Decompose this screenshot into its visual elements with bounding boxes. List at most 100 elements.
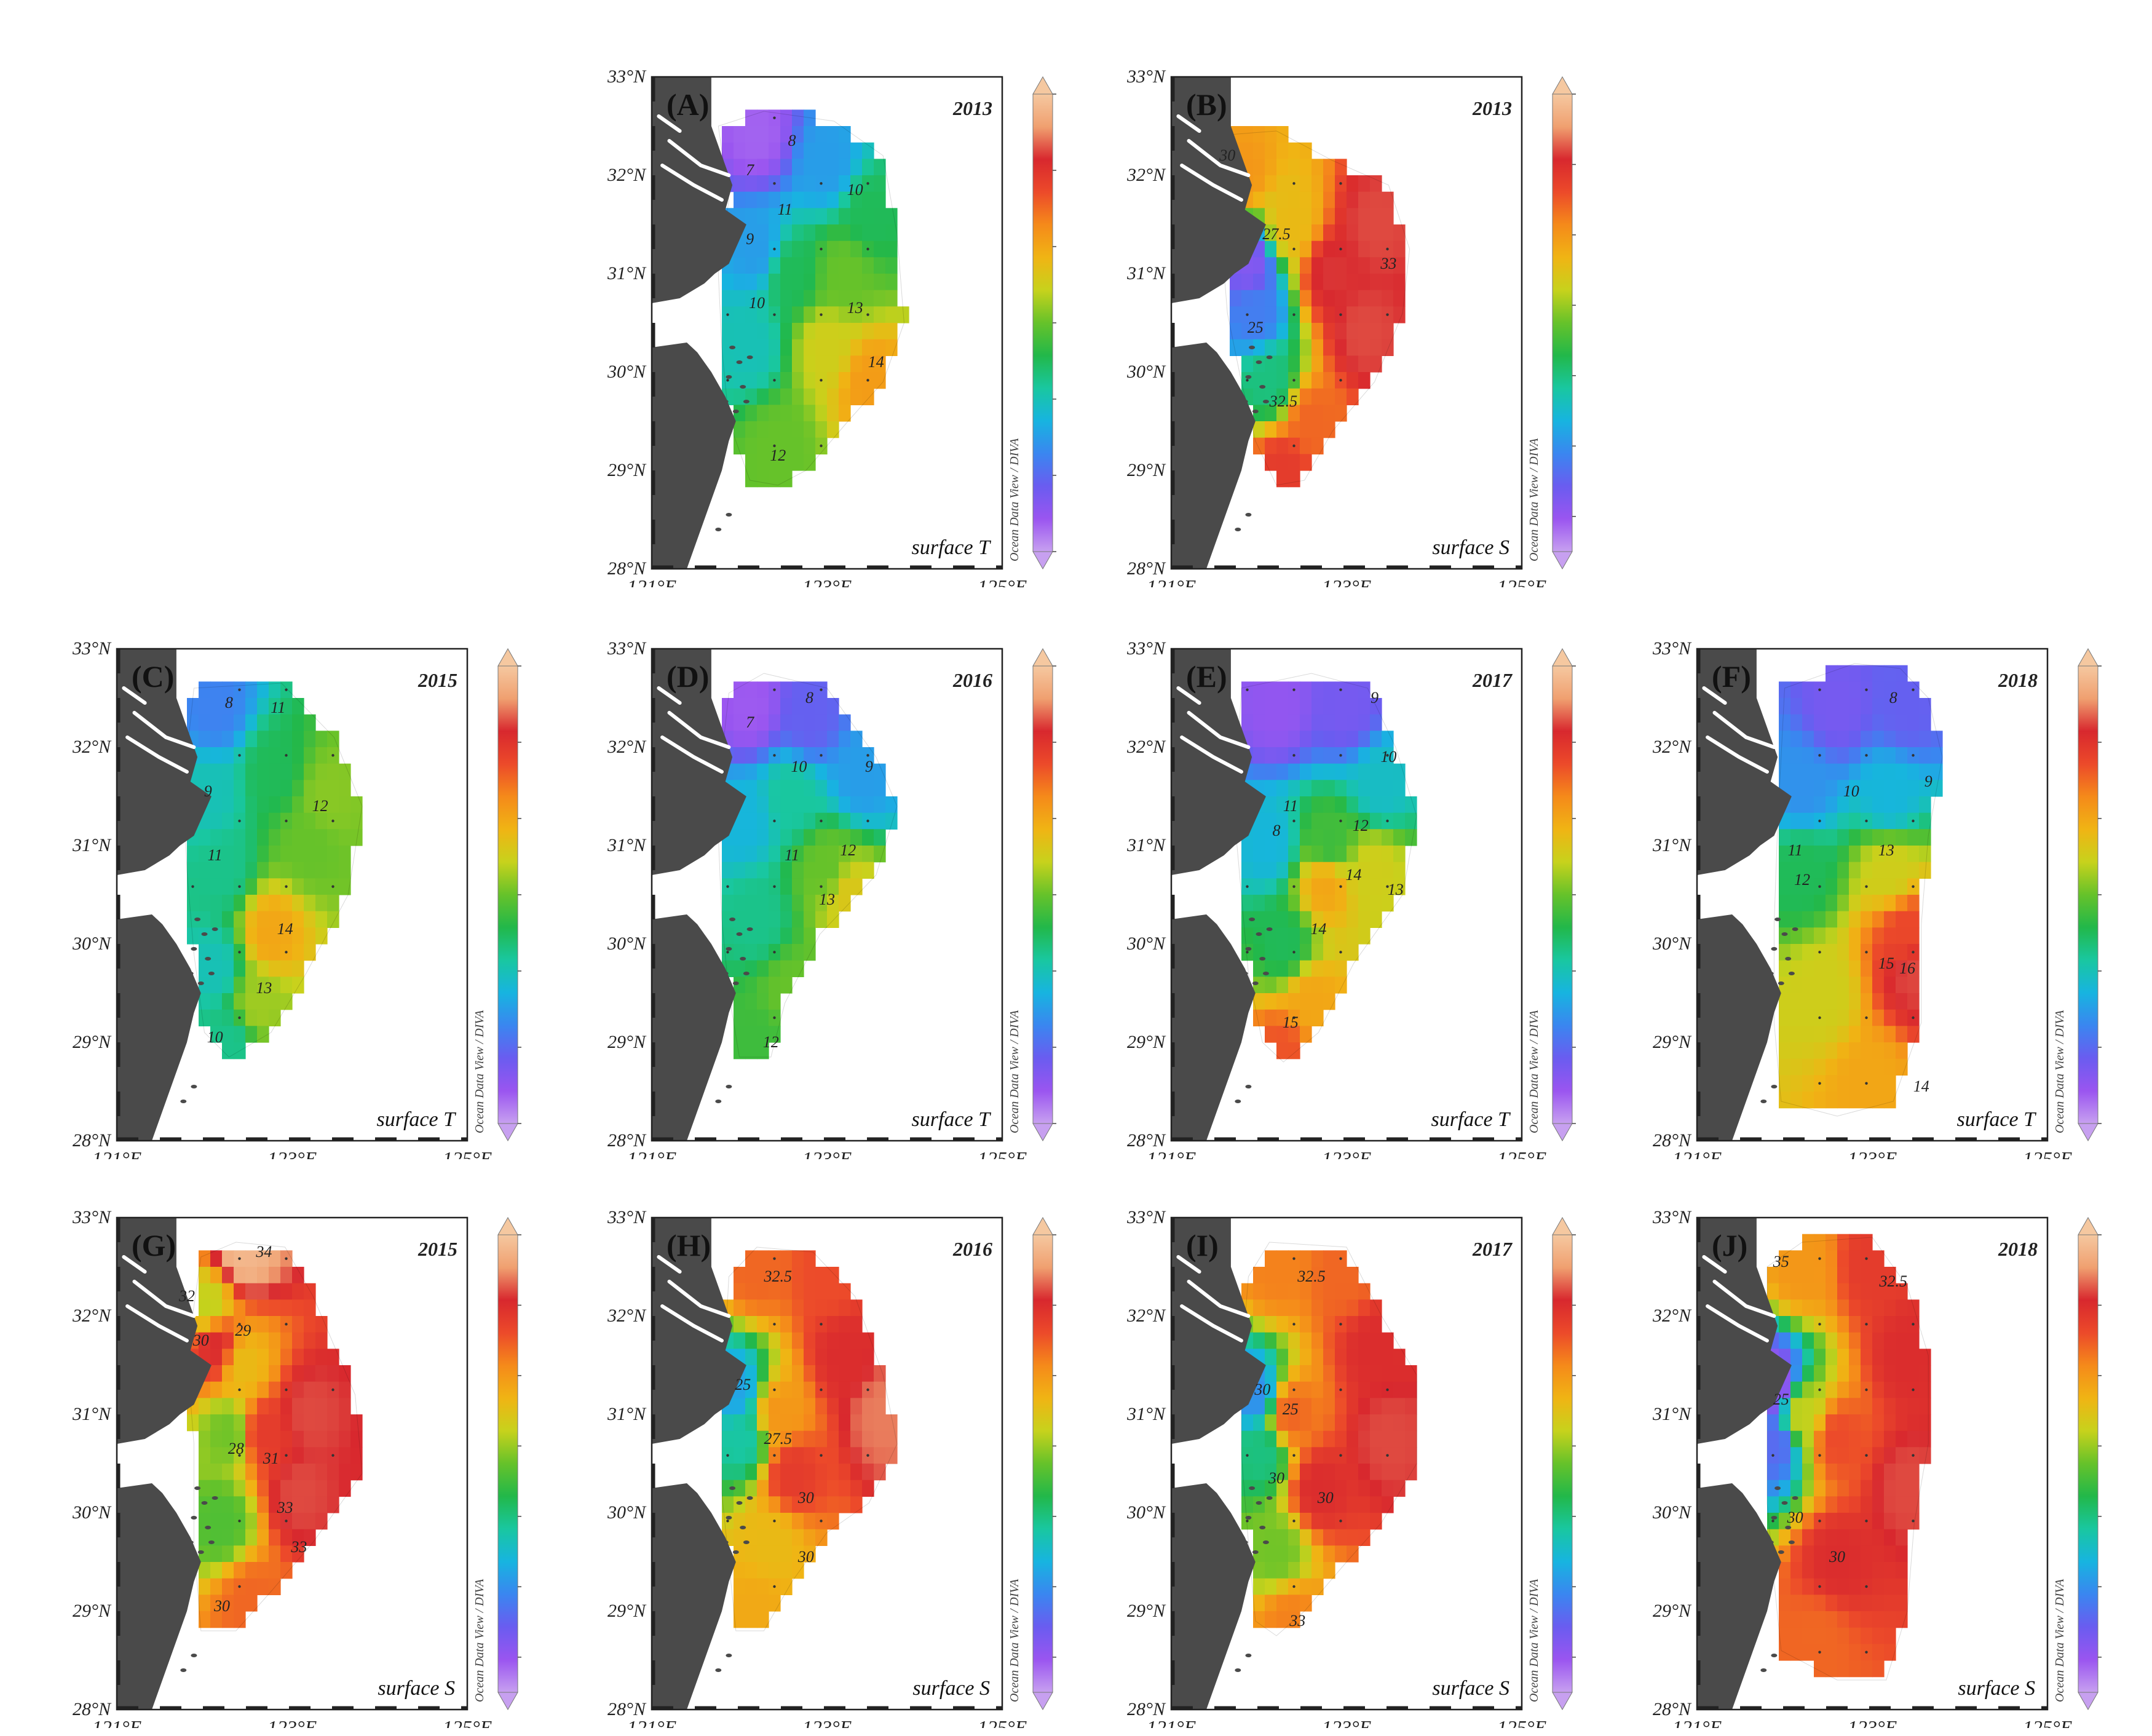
field-cell <box>1311 1578 1324 1595</box>
field-cell <box>1265 437 1277 454</box>
field-cell <box>1347 1480 1359 1497</box>
field-cell <box>1849 895 1861 912</box>
field-cell <box>862 274 874 291</box>
field-cell <box>850 796 863 814</box>
field-cell <box>1276 454 1289 471</box>
field-cell <box>1358 1332 1371 1349</box>
station-dot <box>1818 1082 1821 1085</box>
field-cell <box>1896 977 1908 994</box>
field-cell <box>245 698 258 715</box>
station-dot <box>1246 379 1249 382</box>
field-cell <box>1907 829 1920 846</box>
field-cell <box>804 159 816 176</box>
field-cell <box>1814 1660 1826 1678</box>
software-credit: Ocean Data View / DIVA <box>1527 1010 1541 1133</box>
field-cell <box>862 1430 874 1448</box>
field-cell <box>280 1464 293 1481</box>
field-cell <box>1837 1250 1849 1267</box>
field-cell <box>234 1480 246 1497</box>
field-cell <box>245 780 258 797</box>
field-cell <box>1837 846 1849 863</box>
field-cell <box>1265 796 1277 814</box>
field-cell <box>1779 1026 1791 1043</box>
island <box>187 972 194 975</box>
field-cell <box>292 1496 304 1513</box>
field-cell <box>1265 240 1277 258</box>
station-dot <box>285 1520 288 1523</box>
field-cell <box>780 681 793 699</box>
field-cell <box>1276 1332 1289 1349</box>
field-cell <box>804 1283 816 1300</box>
field-cell <box>1837 698 1849 715</box>
field-cell <box>1370 175 1382 192</box>
field-cell <box>350 1414 363 1432</box>
field-cell <box>222 1545 234 1563</box>
lat-tick-label: 31°N <box>607 835 647 855</box>
field-cell <box>1907 1365 1920 1382</box>
station-dot <box>1818 1257 1821 1260</box>
field-cell <box>1335 714 1347 731</box>
field-cell <box>210 1365 223 1382</box>
field-cell <box>1837 1496 1849 1513</box>
field-cell <box>780 240 793 258</box>
contour-label: 32.5 <box>1297 1267 1326 1285</box>
field-cell <box>757 698 769 715</box>
field-cell <box>269 862 281 879</box>
field-cell <box>862 339 874 356</box>
station-dot <box>285 1388 288 1392</box>
field-cell <box>315 763 328 780</box>
land-north <box>1171 649 1266 875</box>
field-cell <box>1767 1430 1779 1448</box>
field-cell <box>780 257 793 274</box>
field-cell <box>804 1447 816 1464</box>
field-cell <box>1241 274 1254 291</box>
field-cell <box>1861 846 1873 863</box>
field-cell <box>1802 993 1814 1010</box>
field-cell <box>1849 1250 1861 1267</box>
lon-tick-label: 121°E <box>1147 1716 1197 1728</box>
field-cell <box>315 1430 328 1448</box>
field-cell <box>850 812 863 830</box>
field-cell <box>769 126 781 143</box>
island <box>1778 1550 1784 1554</box>
field-cell <box>1802 796 1814 814</box>
island <box>1774 918 1781 921</box>
field-cell <box>1872 763 1885 780</box>
island <box>1235 528 1241 531</box>
field-cell <box>804 191 816 208</box>
field-cell <box>234 1611 246 1628</box>
field-cell <box>839 208 851 225</box>
field-cell <box>722 1414 734 1432</box>
station-dot <box>1339 819 1342 823</box>
field-cell <box>327 846 339 863</box>
field-cell <box>1919 1447 1931 1464</box>
field-cell <box>1837 731 1849 748</box>
field-cell <box>199 1250 211 1267</box>
field-cell <box>722 339 734 356</box>
field-cell <box>850 1480 863 1497</box>
field-cell <box>1826 1447 1838 1464</box>
field-cell <box>745 257 758 274</box>
field-cell <box>1779 1283 1791 1300</box>
field-cell <box>1837 1414 1849 1432</box>
field-cell <box>1405 812 1417 830</box>
island <box>729 918 736 921</box>
field-cell <box>1265 175 1277 192</box>
field-cell <box>780 142 793 159</box>
field-cell <box>757 1381 769 1398</box>
field-cell <box>222 681 234 699</box>
contour-label: 12 <box>1353 817 1369 834</box>
field-cell <box>1779 1447 1791 1464</box>
field-cell <box>792 1496 804 1513</box>
field-cell <box>1311 323 1324 340</box>
field-cell <box>745 1398 758 1415</box>
field-cell <box>1861 763 1873 780</box>
field-cell <box>1323 355 1335 373</box>
field-cell <box>1253 1480 1265 1497</box>
field-cell <box>1814 1234 1826 1251</box>
map-frame <box>116 1216 469 1711</box>
field-cell <box>1382 339 1394 356</box>
field-cell <box>1872 681 1885 699</box>
field-cell <box>1335 208 1347 225</box>
field-cell <box>1382 796 1394 814</box>
